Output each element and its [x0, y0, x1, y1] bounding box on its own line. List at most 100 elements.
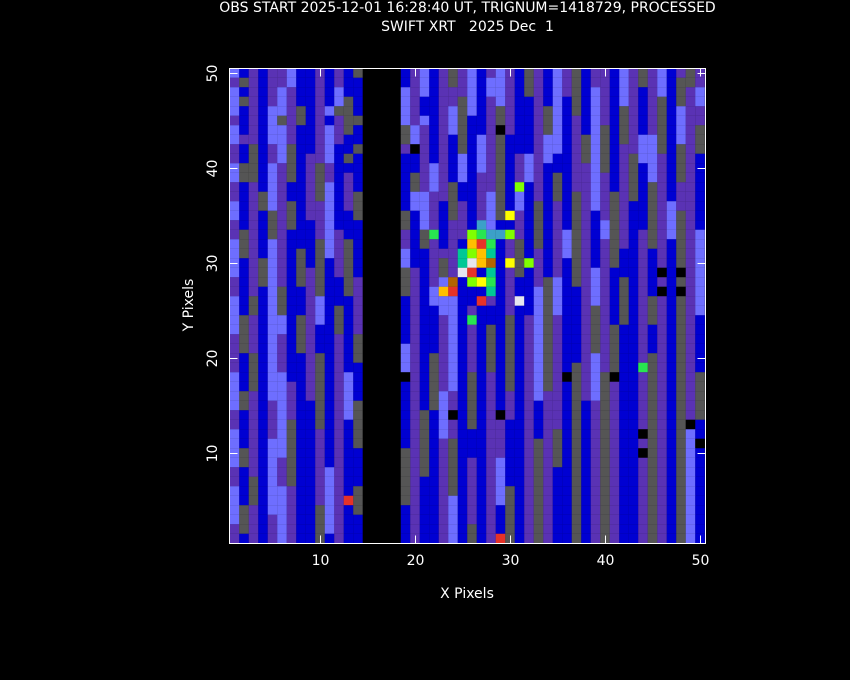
heatmap-cell	[609, 467, 620, 477]
heatmap-cell	[524, 201, 534, 211]
heatmap-cell	[676, 144, 686, 154]
heatmap-cell	[296, 467, 306, 477]
heatmap-cell	[429, 391, 439, 401]
heatmap-cell	[258, 353, 268, 363]
heatmap-cell	[305, 296, 316, 306]
heatmap-cell	[628, 372, 639, 382]
heatmap-cell	[676, 87, 686, 97]
heatmap-cell	[315, 77, 325, 88]
heatmap-cell	[419, 524, 430, 534]
heatmap-cell	[514, 448, 525, 458]
heatmap-cell	[619, 87, 629, 97]
heatmap-cell	[391, 343, 401, 354]
heatmap-cell	[628, 495, 639, 506]
heatmap-cell	[305, 305, 316, 316]
heatmap-cell	[277, 486, 287, 496]
heatmap-cell	[514, 343, 525, 354]
heatmap-cell	[296, 315, 306, 325]
heatmap-cell	[457, 239, 468, 249]
heatmap-cell	[391, 429, 401, 439]
heatmap-cell	[476, 524, 487, 534]
heatmap-cell	[495, 172, 506, 183]
heatmap-cell	[685, 153, 696, 164]
heatmap-cell	[239, 267, 249, 278]
heatmap-cell	[486, 343, 496, 354]
heatmap-cell	[571, 239, 582, 249]
heatmap-cell	[381, 172, 392, 183]
heatmap-cell	[486, 305, 496, 316]
heatmap-cell	[296, 115, 306, 126]
heatmap-cell	[676, 524, 686, 534]
heatmap-cell	[666, 239, 677, 249]
heatmap-cell	[647, 400, 658, 411]
heatmap-cell	[248, 467, 259, 477]
heatmap-cell	[334, 495, 344, 506]
heatmap-cell	[467, 172, 477, 183]
heatmap-cell	[676, 514, 686, 525]
heatmap-cell	[676, 258, 686, 268]
heatmap-cell	[353, 134, 363, 145]
heatmap-cell	[400, 476, 411, 487]
heatmap-cell	[628, 277, 639, 287]
heatmap-cell	[239, 286, 249, 297]
heatmap-cell	[552, 201, 563, 211]
heatmap-cell	[581, 258, 591, 268]
heatmap-cell	[552, 505, 563, 515]
heatmap-cell	[429, 400, 439, 411]
heatmap-cell	[258, 400, 268, 411]
heatmap-cell	[571, 267, 582, 278]
heatmap-cell	[457, 419, 468, 430]
heatmap-cell	[324, 115, 335, 126]
heatmap-cell	[286, 400, 297, 411]
heatmap-cell	[286, 248, 297, 259]
heatmap-cell	[476, 134, 487, 145]
heatmap-cell	[267, 220, 278, 230]
heatmap-cell	[410, 87, 420, 97]
heatmap-cell	[353, 533, 363, 544]
heatmap-cell	[229, 495, 240, 506]
heatmap-cell	[239, 296, 249, 306]
heatmap-cell	[486, 182, 496, 192]
heatmap-cell	[258, 391, 268, 401]
heatmap-cell	[438, 343, 449, 354]
heatmap-cell	[657, 229, 667, 240]
heatmap-cell	[467, 457, 477, 468]
heatmap-cell	[619, 258, 629, 268]
heatmap-cell	[362, 277, 373, 287]
heatmap-cell	[229, 201, 240, 211]
heatmap-cell	[581, 87, 591, 97]
heatmap-cell	[552, 248, 563, 259]
heatmap-cell	[533, 239, 544, 249]
heatmap-cell	[457, 163, 468, 173]
heatmap-cell	[438, 391, 449, 401]
heatmap-cell	[638, 495, 648, 506]
heatmap-cell	[239, 391, 249, 401]
heatmap-cell	[448, 96, 458, 107]
heatmap-cell	[438, 524, 449, 534]
heatmap-cell	[305, 96, 316, 107]
heatmap-cell	[391, 201, 401, 211]
heatmap-cell	[305, 324, 316, 335]
heatmap-cell	[666, 305, 677, 316]
heatmap-cell	[334, 248, 344, 259]
heatmap-cell	[315, 201, 325, 211]
heatmap-cell	[543, 514, 553, 525]
heatmap-cell	[372, 524, 382, 534]
heatmap-cell	[571, 495, 582, 506]
heatmap-cell	[581, 96, 591, 107]
heatmap-cell	[619, 315, 629, 325]
heatmap-cell	[590, 410, 601, 420]
heatmap-cell	[353, 106, 363, 116]
heatmap-cell	[514, 210, 525, 221]
heatmap-cell	[258, 220, 268, 230]
heatmap-cell	[647, 343, 658, 354]
heatmap-cell	[552, 381, 563, 392]
heatmap-cell	[353, 457, 363, 468]
heatmap-cell	[457, 210, 468, 221]
heatmap-cell	[666, 229, 677, 240]
heatmap-cell	[476, 315, 487, 325]
heatmap-cell	[467, 125, 477, 135]
heatmap-cell	[543, 77, 553, 88]
heatmap-cell	[685, 334, 696, 344]
heatmap-cell	[372, 324, 382, 335]
